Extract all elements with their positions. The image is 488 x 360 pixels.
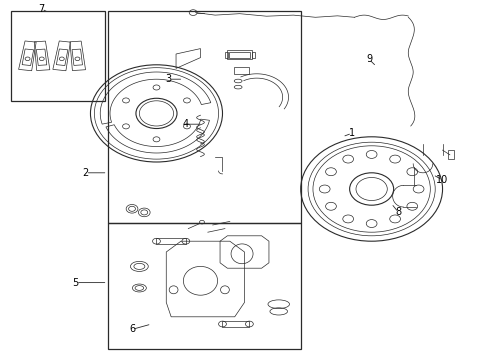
Bar bbox=[11, 11, 105, 101]
Text: 8: 8 bbox=[395, 207, 401, 217]
Bar bbox=[447, 150, 453, 159]
Text: 7: 7 bbox=[39, 4, 44, 14]
Bar bbox=[233, 67, 249, 74]
Bar bbox=[224, 52, 228, 58]
Text: 6: 6 bbox=[129, 324, 135, 334]
Bar bbox=[222, 321, 249, 327]
Bar bbox=[156, 238, 185, 244]
Text: 3: 3 bbox=[165, 74, 171, 84]
Text: 4: 4 bbox=[183, 119, 188, 129]
Text: 9: 9 bbox=[366, 54, 371, 64]
Text: 10: 10 bbox=[435, 175, 448, 185]
Bar bbox=[227, 50, 251, 59]
Bar bbox=[107, 11, 300, 223]
Text: 2: 2 bbox=[82, 168, 88, 178]
Bar bbox=[251, 52, 255, 58]
Text: 5: 5 bbox=[73, 278, 79, 288]
Text: 1: 1 bbox=[348, 128, 354, 138]
Bar bbox=[107, 223, 300, 349]
Bar bbox=[229, 52, 249, 58]
